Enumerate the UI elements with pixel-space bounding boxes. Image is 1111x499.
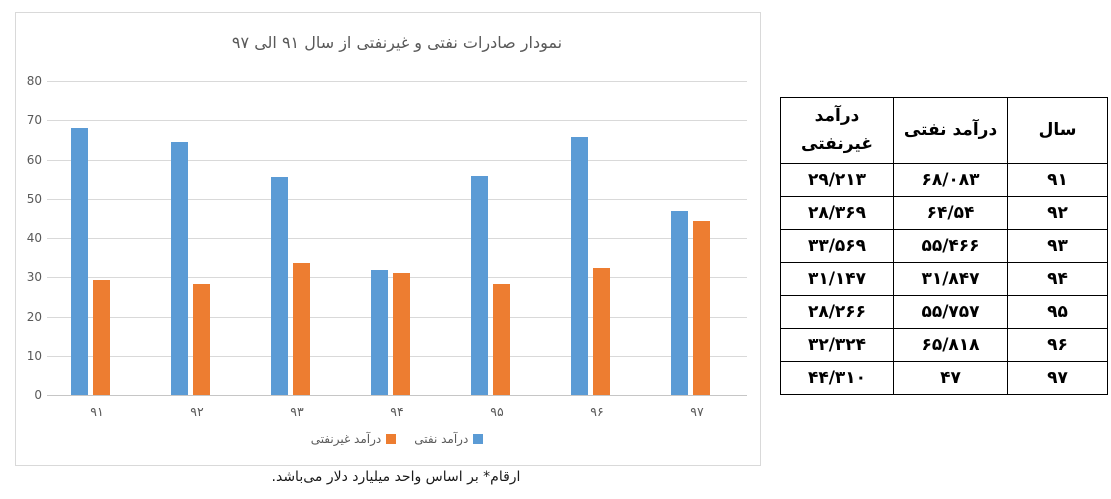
chart-legend: درآمد نفتی درآمد غیرنفتی bbox=[47, 432, 747, 446]
x-axis-tick-label: ۹۵ bbox=[490, 404, 504, 419]
x-axis-line bbox=[47, 395, 747, 396]
table-cell-year: ۹۷ bbox=[1007, 361, 1108, 395]
x-axis-tick-label: ۹۴ bbox=[390, 404, 404, 419]
x-axis-tick-label: ۹۷ bbox=[690, 404, 704, 419]
y-axis-tick-label: 50 bbox=[26, 191, 42, 206]
y-axis-tick-label: 60 bbox=[26, 152, 42, 167]
table-cell-year: ۹۶ bbox=[1007, 328, 1108, 362]
legend-label: درآمد نفتی bbox=[414, 432, 469, 446]
gridline bbox=[47, 198, 747, 200]
table-cell-oil: ۵۵/۴۶۶ bbox=[893, 229, 1008, 263]
legend-item-nonoil: درآمد غیرنفتی bbox=[311, 432, 397, 446]
chart-title: نمودار صادرات نفتی و غیرنفتی از سال ۹۱ ا… bbox=[231, 33, 563, 52]
x-axis-tick-label: ۹۲ bbox=[190, 404, 204, 419]
table-row: ۹۶ ۶۵/۸۱۸ ۳۲/۳۲۴ bbox=[780, 328, 1108, 362]
legend-item-oil: درآمد نفتی bbox=[414, 432, 484, 446]
x-axis-tick-label: ۹۳ bbox=[290, 404, 304, 419]
y-axis-tick-label: 40 bbox=[26, 231, 42, 245]
bar-oil-۹۳ bbox=[271, 177, 288, 395]
table-cell-oil: ۶۵/۸۱۸ bbox=[893, 328, 1008, 362]
gridline bbox=[47, 238, 747, 239]
gridline bbox=[47, 120, 747, 122]
footnote: ارقام* بر اساس واحد میلیارد دلار می‌باشد… bbox=[271, 469, 521, 485]
legend-label: درآمد غیرنفتی bbox=[310, 432, 382, 446]
legend-swatch-icon bbox=[386, 434, 397, 444]
table-cell-nonoil: ۳۳/۵۶۹ bbox=[780, 229, 894, 263]
gridline bbox=[47, 159, 747, 161]
bar-nonoil-۹۲ bbox=[193, 283, 210, 395]
y-axis-tick-label: 20 bbox=[26, 309, 42, 324]
bar-oil-۹۴ bbox=[371, 270, 388, 395]
x-axis-tick-label: ۹۱ bbox=[90, 404, 104, 419]
table-row: ۹۷ ۴۷ ۴۴/۳۱۰ bbox=[780, 361, 1108, 395]
bar-nonoil-۹۵ bbox=[493, 284, 510, 395]
x-axis-tick-label: ۹۶ bbox=[590, 404, 604, 419]
exports-bar-chart-panel: نمودار صادرات نفتی و غیرنفتی از سال ۹۱ ا… bbox=[15, 12, 761, 466]
y-axis-tick-label: 30 bbox=[26, 270, 42, 285]
table-cell-oil: ۵۵/۷۵۷ bbox=[893, 295, 1008, 329]
bar-nonoil-۹۶ bbox=[593, 268, 610, 395]
revenue-data-table: سال درآمد نفتی درآمد غیرنفتی ۹۱ ۶۸/۰۸۳ ۲۹/۲۱… bbox=[780, 97, 1108, 395]
table-header: سال درآمد نفتی درآمد غیرنفتی bbox=[780, 97, 1108, 164]
table-cell-year: ۹۳ bbox=[1007, 229, 1108, 263]
table-cell-nonoil: ۲۸/۲۶۶ bbox=[780, 295, 894, 329]
table-cell-nonoil: ۳۲/۳۲۴ bbox=[780, 328, 894, 362]
table-cell-year: ۹۲ bbox=[1007, 196, 1108, 230]
table-cell-year: ۹۱ bbox=[1007, 163, 1108, 197]
gridline bbox=[47, 81, 747, 82]
legend-swatch-icon bbox=[473, 434, 484, 444]
table-row: ۹۳ ۵۵/۴۶۶ ۳۳/۵۶۹ bbox=[780, 229, 1108, 263]
table-cell-oil: ۴۷ bbox=[893, 361, 1008, 395]
bar-oil-۹۱ bbox=[71, 127, 88, 395]
table-cell-oil: ۶۸/۰۸۳ bbox=[893, 163, 1008, 197]
table-cell-nonoil: ۲۸/۳۶۹ bbox=[780, 196, 894, 230]
table-row: ۹۴ ۳۱/۸۴۷ ۳۱/۱۴۷ bbox=[780, 262, 1108, 296]
bar-oil-۹۶ bbox=[571, 136, 588, 395]
table-cell-oil: ۳۱/۸۴۷ bbox=[893, 262, 1008, 296]
y-axis-tick-label: 80 bbox=[26, 74, 42, 88]
table-cell-year: ۹۴ bbox=[1007, 262, 1108, 296]
table-cell-nonoil: ۲۹/۲۱۳ bbox=[780, 163, 894, 197]
bar-nonoil-۹۷ bbox=[693, 221, 710, 395]
table-cell-oil: ۶۴/۵۴ bbox=[893, 196, 1008, 230]
table-row: ۹۲ ۶۴/۵۴ ۲۸/۳۶۹ bbox=[780, 196, 1108, 230]
table-row: ۹۱ ۶۸/۰۸۳ ۲۹/۲۱۳ bbox=[780, 163, 1108, 197]
bar-nonoil-۹۴ bbox=[393, 272, 410, 395]
bar-oil-۹۵ bbox=[471, 176, 488, 395]
bar-oil-۹۲ bbox=[171, 141, 188, 395]
table-row: ۹۵ ۵۵/۷۵۷ ۲۸/۲۶۶ bbox=[780, 295, 1108, 329]
table-cell-nonoil: ۳۱/۱۴۷ bbox=[780, 262, 894, 296]
table-cell-nonoil: ۴۴/۳۱۰ bbox=[780, 361, 894, 395]
y-axis-tick-label: 10 bbox=[26, 348, 42, 363]
table-cell-year: ۹۵ bbox=[1007, 295, 1108, 329]
bar-nonoil-۹۱ bbox=[93, 280, 110, 395]
bar-nonoil-۹۳ bbox=[293, 263, 310, 395]
y-axis-tick-label: 0 bbox=[34, 388, 42, 402]
bar-oil-۹۷ bbox=[671, 210, 688, 395]
table-header-cell-oil: درآمد نفتی bbox=[893, 97, 1008, 164]
y-axis-tick-label: 70 bbox=[26, 113, 42, 128]
table-header-cell-nonoil: درآمد غیرنفتی bbox=[780, 97, 894, 164]
table-header-cell-year: سال bbox=[1007, 97, 1108, 164]
